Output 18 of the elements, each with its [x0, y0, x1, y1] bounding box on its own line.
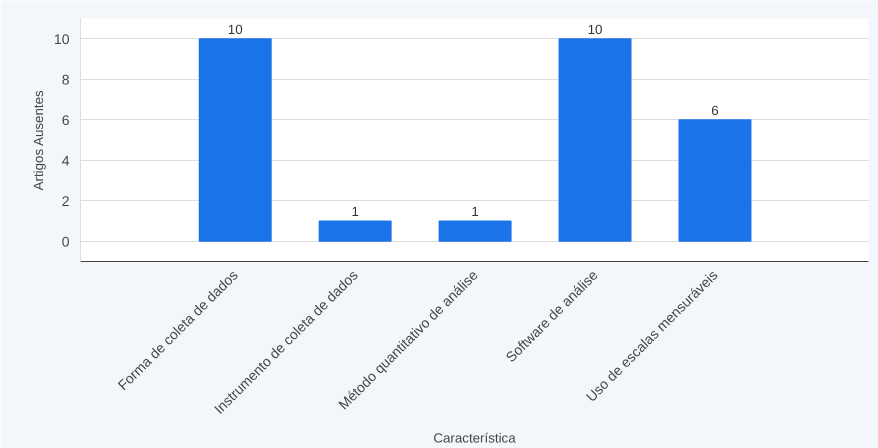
data-label: 10: [228, 22, 243, 37]
x-axis-title: Característica: [433, 430, 516, 446]
bar: [318, 220, 392, 242]
bar: [678, 119, 752, 242]
y-tick-label: 6: [62, 112, 70, 128]
y-tick-label: 0: [62, 233, 70, 250]
y-axis-title: Artigos Ausentes: [30, 90, 46, 190]
data-label: 1: [351, 204, 359, 219]
y-tick-label: 4: [62, 152, 70, 168]
bar: [438, 220, 512, 242]
y-tick-label: 10: [54, 30, 70, 47]
y-tick-label: 8: [62, 71, 70, 88]
data-label: 1: [471, 204, 479, 219]
bar: [558, 38, 632, 242]
y-tick-label: 2: [62, 192, 70, 209]
data-label: 6: [711, 102, 719, 118]
data-label: 10: [588, 22, 602, 37]
bar: [198, 38, 272, 242]
